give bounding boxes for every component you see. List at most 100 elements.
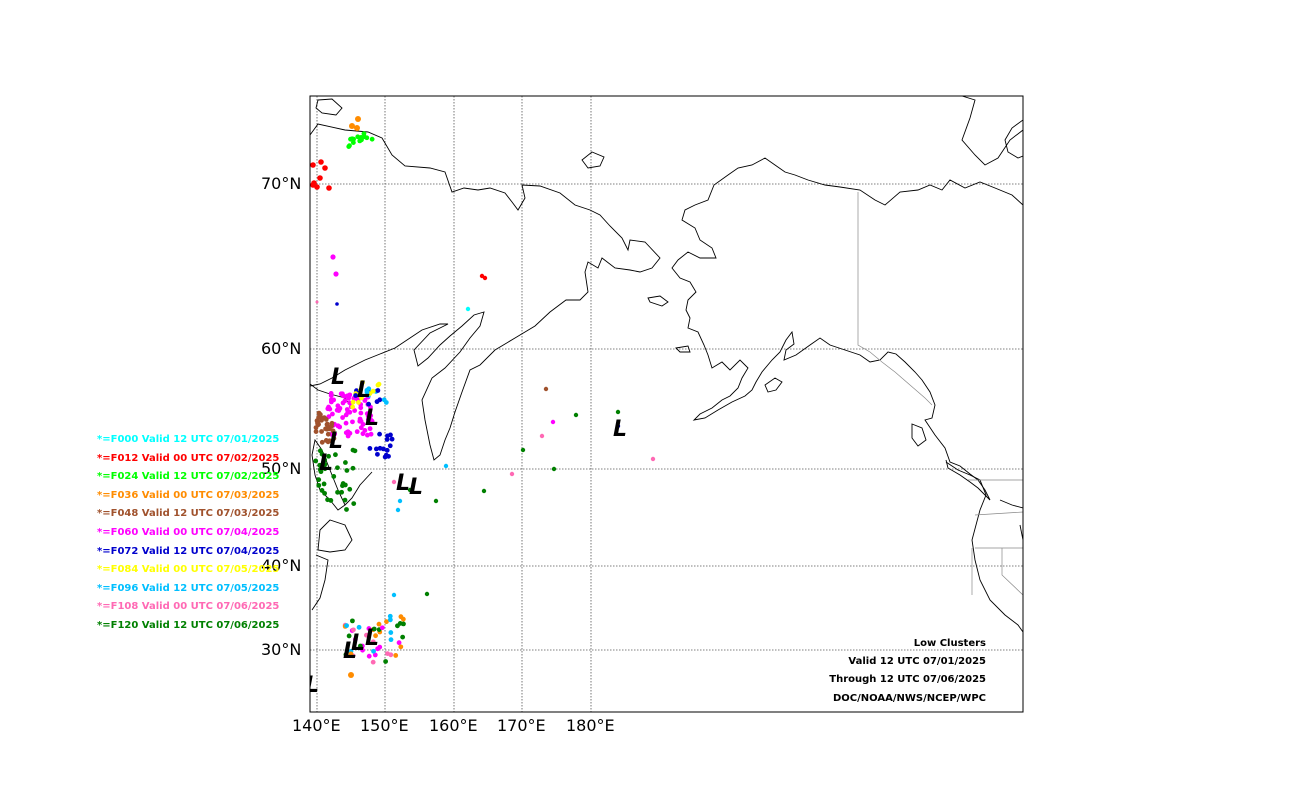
cluster-marker [335, 302, 339, 306]
cluster-marker [350, 618, 355, 624]
cluster-marker [350, 465, 356, 471]
cluster-marker [368, 417, 374, 423]
cluster-marker [364, 389, 370, 395]
map-frame [309, 95, 1024, 713]
cluster-marker [509, 471, 515, 477]
cluster-marker [373, 633, 378, 639]
low-center-symbol: L [331, 365, 345, 390]
low-center-symbol: L [343, 639, 357, 664]
cluster-marker [343, 460, 348, 465]
cluster-marker [335, 423, 341, 429]
legend-item: *=F048 Valid 12 UTC 07/03/2025 [97, 508, 280, 520]
cluster-marker [424, 591, 430, 597]
cluster-marker [433, 498, 439, 504]
cluster-marker [343, 412, 349, 418]
cluster-marker [368, 413, 374, 419]
cluster-marker [335, 489, 340, 495]
cluster-marker [401, 621, 406, 627]
lat-label-50n: 50°N [261, 459, 302, 478]
cluster-marker [384, 447, 390, 453]
cluster-marker [317, 175, 323, 181]
cluster-marker [362, 398, 368, 403]
cluster-marker [324, 421, 330, 427]
cluster-marker [348, 672, 354, 678]
cluster-marker [331, 436, 337, 441]
cluster-marker [381, 446, 386, 452]
cluster-marker [350, 399, 356, 405]
cluster-marker [350, 404, 356, 410]
cluster-marker [329, 420, 335, 426]
cluster-marker [339, 489, 345, 495]
cluster-marker [398, 614, 404, 620]
cluster-marker [371, 648, 376, 654]
lon-label-150e: 150°E [360, 716, 409, 735]
cluster-marker [330, 254, 336, 260]
cluster-marker [358, 410, 364, 416]
legend-item: *=F036 Valid 00 UTC 07/03/2025 [97, 489, 280, 501]
cluster-marker [465, 306, 471, 312]
cluster-marker [366, 626, 372, 631]
low-center-symbol: L [396, 471, 410, 496]
cluster-marker [384, 453, 390, 459]
low-center-symbol: L [365, 626, 379, 651]
low-center-symbol: L [409, 475, 423, 500]
cluster-marker [342, 497, 348, 503]
cluster-marker [375, 646, 381, 652]
cluster-marker [396, 640, 402, 646]
lon-label-140e: 140°E [292, 716, 341, 735]
cluster-marker [325, 497, 330, 503]
lon-label-180e: 180°E [566, 716, 615, 735]
cluster-marker [319, 451, 325, 457]
cluster-marker [391, 479, 397, 485]
cluster-marker [543, 386, 549, 392]
cluster-marker [346, 633, 352, 639]
cluster-marker [375, 388, 381, 393]
cluster-marker [482, 275, 488, 281]
cluster-marker [311, 180, 317, 186]
cluster-marker [398, 644, 404, 650]
cluster-marker [343, 420, 349, 426]
cluster-marker [323, 426, 328, 432]
cluster-marker [354, 125, 360, 131]
legend-item: *=F024 Valid 12 UTC 07/02/2025 [97, 471, 280, 483]
low-center-symbol: L [305, 673, 319, 698]
cluster-marker [328, 393, 334, 398]
lat-label-70n: 70°N [261, 174, 302, 193]
cluster-marker [319, 488, 325, 493]
cluster-marker [330, 428, 336, 434]
cluster-marker [391, 592, 397, 598]
cluster-marker [366, 401, 372, 407]
cluster-marker [373, 446, 379, 452]
cluster-marker [379, 625, 385, 631]
cluster-marker [350, 447, 356, 453]
cluster-marker [337, 405, 343, 411]
cluster-marker [360, 421, 366, 427]
cluster-marker [315, 300, 319, 304]
cluster-marker [344, 507, 349, 512]
legend-item: *=F108 Valid 00 UTC 07/06/2025 [97, 601, 280, 613]
cluster-marker [360, 647, 365, 653]
cluster-marker [358, 387, 363, 393]
cluster-marker [318, 159, 324, 165]
credit-title: Low Clusters [913, 638, 986, 649]
cluster-marker [573, 412, 579, 418]
cluster-marker [650, 456, 656, 462]
cluster-marker [310, 162, 316, 168]
cluster-marker [375, 451, 380, 457]
low-center-symbol: L [357, 378, 371, 403]
cluster-marker [319, 429, 324, 434]
cluster-marker [340, 415, 346, 420]
low-center-symbol: L [319, 451, 333, 476]
cluster-marker [339, 391, 345, 397]
cluster-marker [388, 630, 394, 635]
cluster-marker [344, 393, 350, 399]
cluster-marker [384, 437, 390, 442]
legend-item: *=F084 Valid 00 UTC 07/05/2025 [97, 564, 280, 576]
cluster-marker [326, 453, 331, 459]
cluster-marker [351, 501, 357, 507]
cluster-marker [388, 637, 394, 643]
cluster-marker [327, 406, 333, 412]
cluster-marker [551, 466, 557, 472]
cluster-marker [372, 652, 378, 658]
